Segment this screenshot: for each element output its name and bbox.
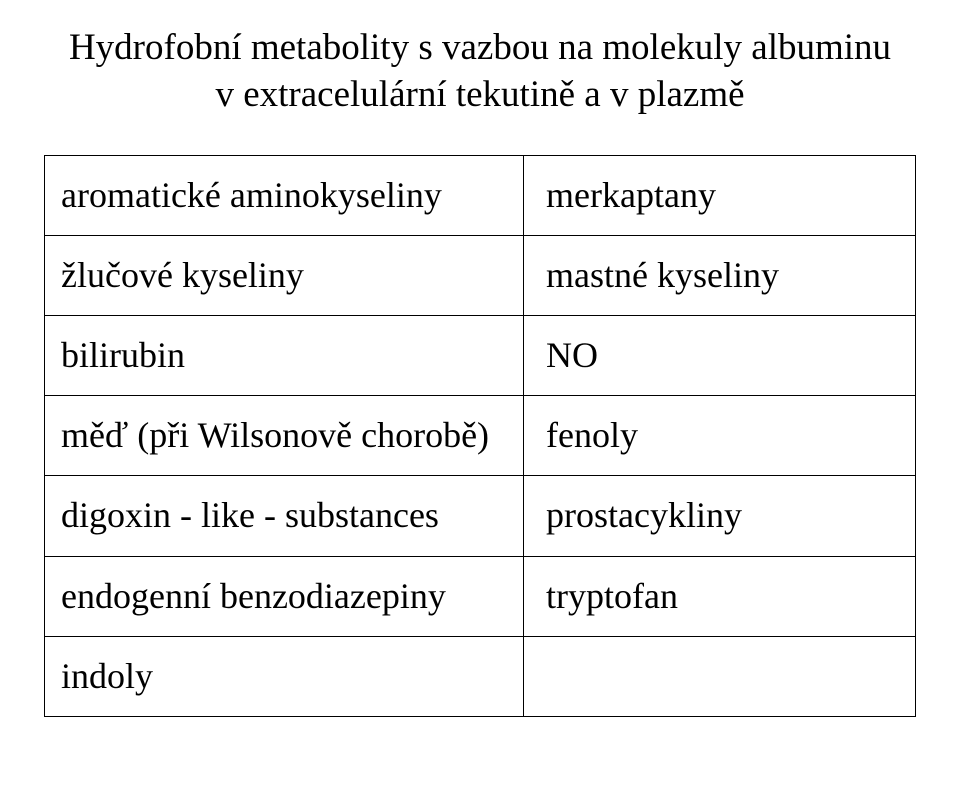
cell-right: tryptofan	[524, 556, 916, 636]
cell-left: aromatické aminokyseliny	[45, 155, 524, 235]
cell-right-text: tryptofan	[540, 576, 678, 616]
cell-right-text	[540, 656, 546, 696]
table-row: indoly	[45, 636, 916, 716]
table-row: endogenní benzodiazepiny tryptofan	[45, 556, 916, 636]
cell-right-text: fenoly	[540, 415, 638, 455]
cell-right: prostacykliny	[524, 476, 916, 556]
metabolites-table: aromatické aminokyseliny merkaptany žluč…	[44, 155, 916, 717]
page: Hydrofobní metabolity s vazbou na moleku…	[0, 0, 960, 805]
title-block: Hydrofobní metabolity s vazbou na moleku…	[44, 24, 916, 119]
table-row: bilirubin NO	[45, 316, 916, 396]
cell-left: žlučové kyseliny	[45, 235, 524, 315]
cell-right: mastné kyseliny	[524, 235, 916, 315]
cell-right-text: mastné kyseliny	[540, 255, 779, 295]
table-row: žlučové kyseliny mastné kyseliny	[45, 235, 916, 315]
cell-right-text: merkaptany	[540, 175, 716, 215]
table-row: digoxin - like - substances prostacyklin…	[45, 476, 916, 556]
cell-right	[524, 636, 916, 716]
title-line-2: v extracelulární tekutině a v plazmě	[44, 71, 916, 118]
cell-left: bilirubin	[45, 316, 524, 396]
cell-right-text: NO	[540, 335, 598, 375]
cell-left: měď (při Wilsonově chorobě)	[45, 396, 524, 476]
table-row: aromatické aminokyseliny merkaptany	[45, 155, 916, 235]
cell-right: merkaptany	[524, 155, 916, 235]
table-row: měď (při Wilsonově chorobě) fenoly	[45, 396, 916, 476]
title-line-1: Hydrofobní metabolity s vazbou na moleku…	[44, 24, 916, 71]
cell-left: indoly	[45, 636, 524, 716]
cell-left: endogenní benzodiazepiny	[45, 556, 524, 636]
cell-left: digoxin - like - substances	[45, 476, 524, 556]
cell-right-text: prostacykliny	[540, 495, 742, 535]
cell-right: fenoly	[524, 396, 916, 476]
cell-right: NO	[524, 316, 916, 396]
